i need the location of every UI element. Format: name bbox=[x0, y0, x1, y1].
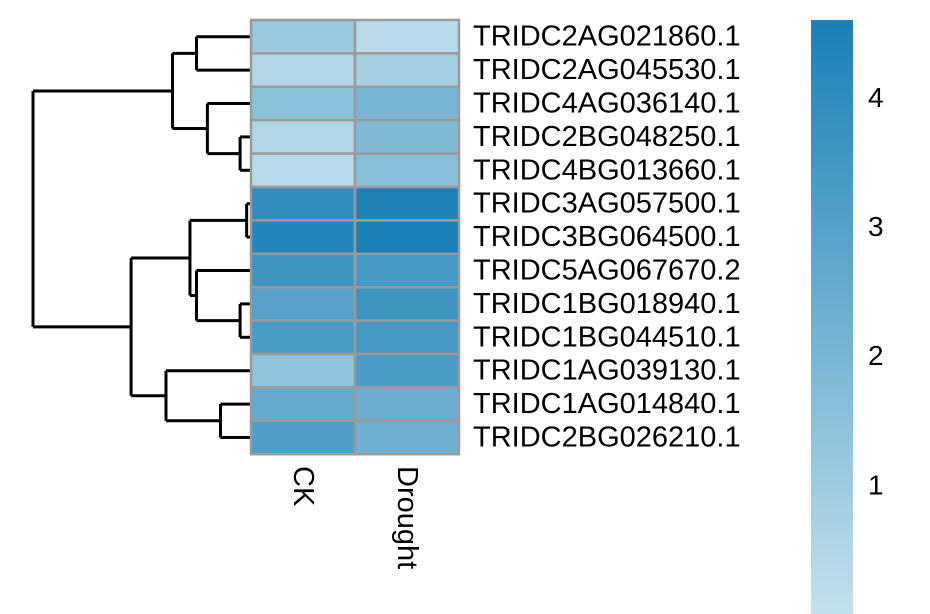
row-dendrogram bbox=[31, 35, 251, 439]
legend-tick-label: 2 bbox=[868, 340, 884, 371]
heatmap-cell bbox=[353, 18, 461, 55]
heatmap-cell bbox=[249, 52, 357, 89]
row-label: TRIDC1BG044510.1 bbox=[473, 321, 741, 353]
heatmap-cell bbox=[249, 185, 357, 222]
row-label: TRIDC3BG064500.1 bbox=[473, 221, 741, 253]
row-label: TRIDC3AG057500.1 bbox=[473, 188, 741, 220]
heatmap-cell bbox=[353, 352, 461, 389]
legend-tick-label: 3 bbox=[868, 211, 884, 242]
heatmap-cell bbox=[249, 219, 357, 256]
row-label: TRIDC4BG013660.1 bbox=[473, 154, 741, 186]
heatmap-cell bbox=[353, 219, 461, 256]
color-legend: 1 2 3 4 bbox=[811, 20, 884, 614]
heatmap-cell bbox=[249, 419, 357, 456]
row-label: TRIDC4AG036140.1 bbox=[473, 88, 741, 120]
column-label: Drought bbox=[391, 466, 423, 569]
heatmap-cell bbox=[353, 319, 461, 356]
heatmap-cell bbox=[353, 419, 461, 456]
row-label: TRIDC2BG048250.1 bbox=[473, 121, 741, 153]
legend-tick-label: 4 bbox=[868, 82, 884, 113]
heatmap-cell bbox=[249, 352, 357, 389]
heatmap-cell bbox=[353, 52, 461, 89]
column-labels: CK Drought bbox=[287, 466, 423, 569]
column-label: CK bbox=[287, 466, 319, 507]
heatmap-cell bbox=[249, 285, 357, 322]
heatmap-cell bbox=[353, 185, 461, 222]
heatmap-cell bbox=[249, 152, 357, 189]
color-legend-bar bbox=[811, 20, 853, 614]
heatmap-cell bbox=[249, 118, 357, 155]
row-labels: TRIDC2AG021860.1TRIDC2AG045530.1TRIDC4AG… bbox=[473, 21, 741, 454]
row-label: TRIDC2AG045530.1 bbox=[473, 54, 741, 86]
row-label: TRIDC1BG018940.1 bbox=[473, 288, 741, 320]
heatmap-cell bbox=[249, 252, 357, 289]
row-label: TRIDC2AG021860.1 bbox=[473, 21, 741, 53]
heatmap-cell bbox=[353, 252, 461, 289]
heatmap-cell bbox=[353, 85, 461, 122]
heatmap-cell bbox=[249, 386, 357, 423]
heatmap-cell bbox=[353, 285, 461, 322]
row-label: TRIDC2BG026210.1 bbox=[473, 422, 741, 454]
heatmap-cell bbox=[249, 319, 357, 356]
legend-tick-label: 1 bbox=[868, 469, 884, 500]
heatmap-cell bbox=[249, 85, 357, 122]
row-label: TRIDC1AG014840.1 bbox=[473, 388, 741, 420]
heatmap-cell bbox=[353, 118, 461, 155]
row-label: TRIDC5AG067670.2 bbox=[473, 255, 741, 287]
heatmap-cell bbox=[249, 18, 357, 55]
heatmap-cell bbox=[353, 152, 461, 189]
row-label: TRIDC1AG039130.1 bbox=[473, 355, 741, 387]
heatmap-cell bbox=[353, 386, 461, 423]
heatmap-cells bbox=[249, 18, 461, 456]
